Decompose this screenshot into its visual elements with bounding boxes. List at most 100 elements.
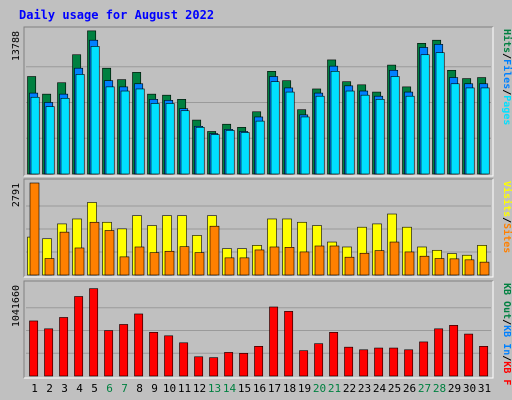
- chart-title: Daily usage for August 2022: [19, 8, 214, 22]
- x-tick-label: 16: [253, 382, 266, 395]
- bar-kbf: [269, 306, 279, 377]
- legend-entry: Visits: [501, 181, 512, 217]
- x-tick-label: 7: [121, 382, 128, 395]
- panel-pages-files-hits: 13788 Hits/Files/Pages: [11, 26, 512, 177]
- bar-kbf: [164, 335, 174, 377]
- bar-kbf: [329, 332, 339, 377]
- legend-entry: Pages: [501, 95, 512, 125]
- bar-sites: [374, 250, 385, 276]
- legend-entry: KB F: [501, 361, 512, 385]
- legend-entry: /: [501, 217, 512, 223]
- bar-pages: [450, 83, 460, 175]
- bar-pages: [90, 46, 100, 175]
- x-tick-label: 4: [76, 382, 83, 395]
- bar-pages: [135, 88, 145, 175]
- y-max-label: 2791: [11, 183, 22, 207]
- bar-pages: [300, 116, 310, 175]
- x-tick-label: 22: [343, 382, 356, 395]
- legend-entry: KB Out: [501, 283, 512, 319]
- bar-sites: [59, 231, 70, 276]
- x-tick-label: 1: [31, 382, 38, 395]
- bar-kbf: [119, 324, 129, 377]
- legend: Visits/Sites: [501, 181, 512, 253]
- bar-pages: [360, 94, 370, 175]
- bar-kbf: [209, 357, 219, 377]
- bar-kbf: [479, 345, 489, 377]
- bar-sites: [164, 250, 175, 276]
- x-tick-label: 27: [418, 382, 431, 395]
- bar-kbf: [149, 332, 159, 377]
- bar-kbf: [314, 343, 324, 377]
- bar-kbf: [89, 288, 99, 377]
- bar-sites: [359, 252, 370, 276]
- bar-sites: [179, 246, 190, 276]
- bar-sites: [254, 249, 265, 276]
- bar-sites: [404, 251, 415, 276]
- bar-pages: [165, 103, 175, 175]
- bar-sites: [209, 225, 220, 276]
- bar-sites: [224, 257, 235, 276]
- bar-pages: [60, 97, 70, 175]
- bar-kbf: [434, 328, 444, 377]
- x-tick-label: 30: [463, 382, 476, 395]
- x-tick-label: 26: [403, 382, 416, 395]
- x-tick-label: 8: [136, 382, 143, 395]
- bar-sites: [104, 230, 115, 276]
- bar-sites: [269, 246, 280, 276]
- bar-sites: [344, 256, 355, 276]
- legend-entry: KB In: [501, 325, 512, 355]
- bar-kbf: [134, 313, 144, 377]
- bar-kbf: [299, 350, 309, 377]
- panel-kbytes: 1041660 KB Out/KB In/KB F: [11, 280, 512, 385]
- x-tick-label: 9: [151, 382, 158, 395]
- bar-sites: [329, 245, 340, 276]
- bar-sites: [194, 252, 205, 276]
- x-tick-label: 31: [478, 382, 491, 395]
- bar-kbf: [449, 325, 459, 377]
- x-tick-label: 17: [268, 382, 281, 395]
- bar-sites: [119, 256, 130, 276]
- bar-sites: [479, 261, 490, 276]
- bar-kbf: [104, 330, 114, 377]
- bar-kbf: [224, 352, 234, 377]
- bar-pages: [270, 81, 280, 175]
- x-tick-label: 5: [91, 382, 98, 395]
- x-tick-label: 13: [208, 382, 221, 395]
- bar-kbf: [344, 346, 354, 377]
- x-tick-label: 28: [433, 382, 446, 395]
- x-tick-label: 24: [373, 382, 387, 395]
- bar-kbf: [419, 341, 429, 377]
- x-tick-label: 21: [328, 382, 341, 395]
- x-tick-label: 20: [313, 382, 326, 395]
- x-tick-label: 14: [223, 382, 237, 395]
- bar-pages: [330, 71, 340, 175]
- bar-sites: [284, 247, 295, 276]
- bar-pages: [435, 52, 445, 175]
- x-tick-label: 11: [178, 382, 191, 395]
- bar-sites: [314, 245, 325, 276]
- x-tick-label: 2: [46, 382, 53, 395]
- bar-pages: [45, 106, 55, 175]
- bar-sites: [464, 259, 475, 276]
- bar-kbf: [44, 328, 54, 377]
- bar-pages: [210, 134, 220, 175]
- bar-sites: [44, 258, 55, 276]
- bar-sites: [29, 182, 40, 276]
- bar-sites: [434, 258, 445, 276]
- bar-sites: [74, 247, 85, 276]
- bar-kbf: [179, 342, 189, 377]
- x-tick-label: 29: [448, 382, 461, 395]
- x-tick-label: 19: [298, 382, 311, 395]
- bar-kbf: [464, 333, 474, 377]
- bar-pages: [465, 87, 475, 175]
- bar-sites: [149, 252, 160, 276]
- bar-pages: [285, 91, 295, 175]
- x-tick-label: 25: [388, 382, 401, 395]
- bar-sites: [299, 251, 310, 276]
- bar-kbf: [374, 347, 384, 377]
- legend-entry: /: [501, 89, 512, 95]
- bar-kbf: [254, 345, 264, 377]
- y-max-label: 1041660: [11, 285, 22, 327]
- bar-pages: [30, 96, 40, 175]
